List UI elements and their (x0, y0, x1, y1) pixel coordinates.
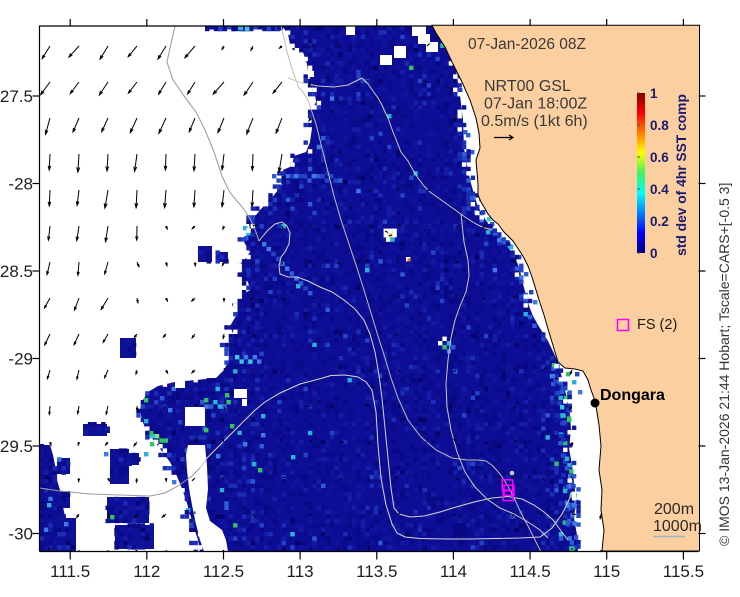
svg-text:FS (2): FS (2) (637, 317, 677, 333)
svg-text:114.5: 114.5 (509, 562, 550, 581)
svg-text:0.5m/s (1kt 6h): 0.5m/s (1kt 6h) (481, 113, 588, 130)
svg-text:-29.5: -29.5 (0, 437, 33, 456)
svg-text:-30: -30 (8, 525, 33, 544)
svg-text:1: 1 (650, 86, 658, 101)
svg-text:-27.5: -27.5 (0, 87, 33, 106)
svg-text:NRT00 GSL: NRT00 GSL (484, 78, 571, 95)
svg-text:0.6: 0.6 (650, 150, 669, 165)
svg-text:114: 114 (440, 562, 467, 581)
svg-text:0.8: 0.8 (650, 118, 669, 133)
svg-text:1000m: 1000m (653, 518, 702, 535)
svg-text:115: 115 (593, 562, 620, 581)
svg-text:07-Jan-2026 08Z: 07-Jan-2026 08Z (468, 36, 586, 53)
svg-text:0.4: 0.4 (650, 182, 669, 197)
svg-text:111.5: 111.5 (50, 562, 90, 581)
svg-text:-29: -29 (8, 350, 33, 369)
svg-text:0: 0 (650, 246, 658, 261)
svg-text:0.2: 0.2 (650, 214, 669, 229)
svg-text:-28.5: -28.5 (0, 262, 33, 281)
svg-text:113: 113 (287, 562, 314, 581)
svg-text:std dev of 4hr SST comp: std dev of 4hr SST comp (674, 94, 689, 256)
svg-text:112.5: 112.5 (203, 562, 244, 581)
svg-text:Dongara: Dongara (600, 387, 665, 404)
svg-text:© IMOS 13-Jan-2026 21:44 Hobar: © IMOS 13-Jan-2026 21:44 Hobart; Tscale=… (716, 183, 732, 546)
svg-text:-28: -28 (8, 175, 33, 194)
svg-text:115.5: 115.5 (663, 562, 704, 581)
svg-text:200m: 200m (654, 501, 694, 518)
svg-text:07-Jan 18:00Z: 07-Jan 18:00Z (484, 96, 587, 113)
svg-text:113.5: 113.5 (356, 562, 397, 581)
svg-text:112: 112 (133, 562, 160, 581)
